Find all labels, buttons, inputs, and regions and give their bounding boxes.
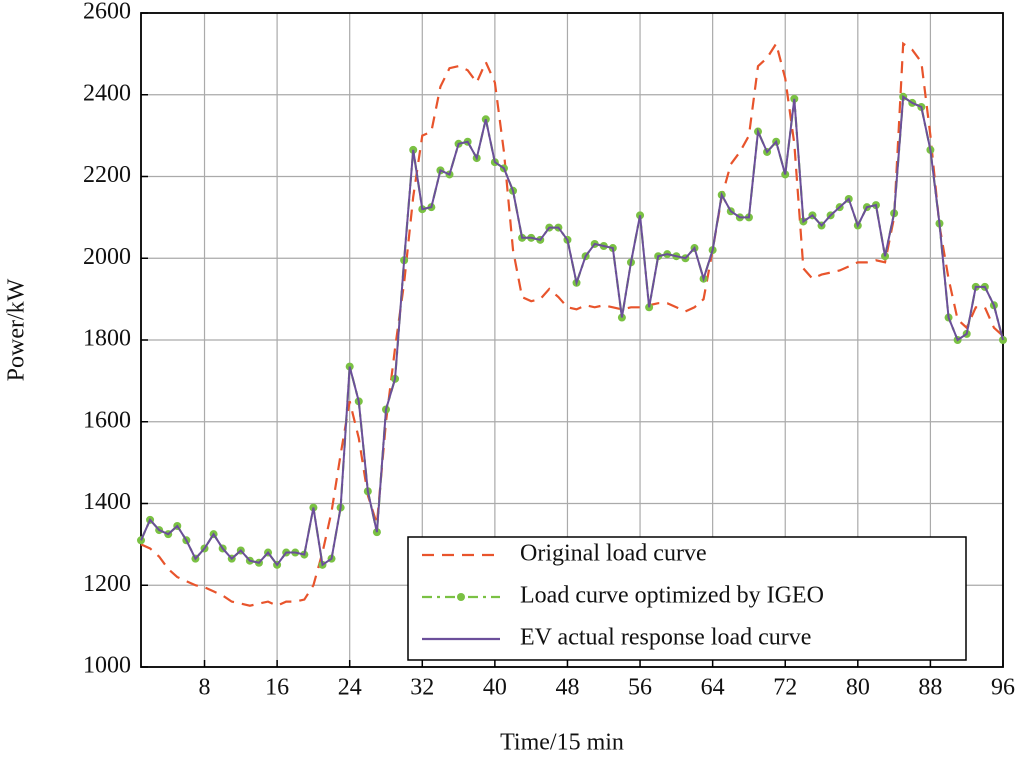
legend-label: EV actual response load curve xyxy=(520,625,811,651)
x-tick-label: 40 xyxy=(483,675,507,701)
x-tick-label: 72 xyxy=(773,675,797,701)
series-line xyxy=(139,94,1005,567)
legend-label: Load curve optimized by IGEO xyxy=(520,583,824,609)
x-axis-label: Time/15 min xyxy=(500,730,624,756)
x-tick-label: 8 xyxy=(199,675,211,701)
x-tick-label: 56 xyxy=(628,675,652,701)
y-tick-label: 2000 xyxy=(83,244,131,270)
y-tick-label: 1200 xyxy=(83,571,131,597)
y-tick-label: 2600 xyxy=(83,0,131,25)
y-tick-label: 1600 xyxy=(83,407,131,433)
x-tick-label: 96 xyxy=(991,675,1015,701)
x-tick-label: 80 xyxy=(846,675,870,701)
y-tick-label: 1800 xyxy=(83,326,131,352)
y-axis-label: Power/kW xyxy=(4,278,30,381)
x-tick-label: 48 xyxy=(555,675,579,701)
series-line xyxy=(140,94,1004,567)
y-tick-label: 2200 xyxy=(83,162,131,188)
x-tick-label: 16 xyxy=(265,675,289,701)
series-line xyxy=(140,40,1004,607)
legend-box xyxy=(407,536,967,661)
y-tick-label: 1400 xyxy=(83,489,131,515)
x-tick-label: 32 xyxy=(410,675,434,701)
legend-marker xyxy=(457,593,465,601)
x-tick-label: 64 xyxy=(701,675,725,701)
x-tick-label: 24 xyxy=(338,675,362,701)
y-tick-label: 2400 xyxy=(83,80,131,106)
x-tick-label: 88 xyxy=(918,675,942,701)
legend-label: Original load curve xyxy=(520,541,707,567)
y-tick-label: 1000 xyxy=(83,653,131,679)
legend: Original load curve Load curve optimized … xyxy=(407,536,967,661)
